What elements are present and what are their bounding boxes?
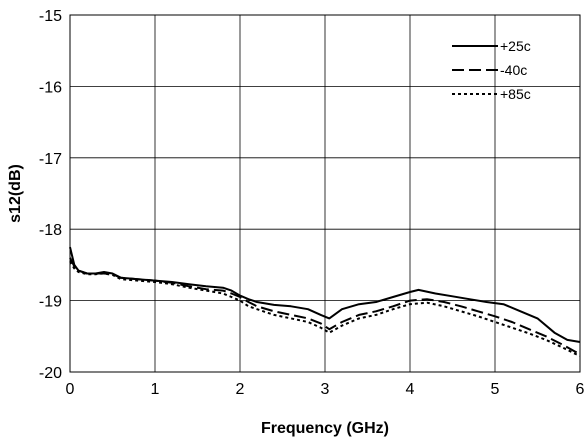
legend-label-2: -40c: [500, 62, 527, 78]
x-tick-label: 3: [321, 381, 330, 398]
x-tick-label: 5: [491, 381, 500, 398]
x-tick-label: 2: [236, 381, 245, 398]
y-tick-label: -18: [39, 222, 62, 239]
plot-border: [69, 14, 581, 373]
series-line-2: [69, 257, 581, 355]
tick-labels: 0 1 2 3 4 5 6 -15 -16 -17 -18 -19 -20: [39, 8, 584, 398]
x-axis-title: Frequency (GHz): [261, 420, 389, 437]
y-tick-label: -19: [39, 294, 62, 311]
x-tick-label: 0: [66, 381, 75, 398]
legend-label-3: +85c: [500, 86, 531, 102]
y-tick-label: -20: [39, 365, 62, 382]
legend: +25c -40c +85c: [452, 38, 531, 102]
legend-label-1: +25c: [500, 38, 531, 54]
y-tick-label: -15: [39, 8, 62, 25]
y-tick-label: -17: [39, 151, 62, 168]
series-group: [69, 246, 581, 357]
y-tick-label: -16: [39, 79, 62, 96]
x-tick-label: 1: [151, 381, 160, 398]
x-tick-label: 6: [576, 381, 584, 398]
x-tick-label: 4: [406, 381, 415, 398]
y-axis-title: s12(dB): [7, 164, 24, 223]
